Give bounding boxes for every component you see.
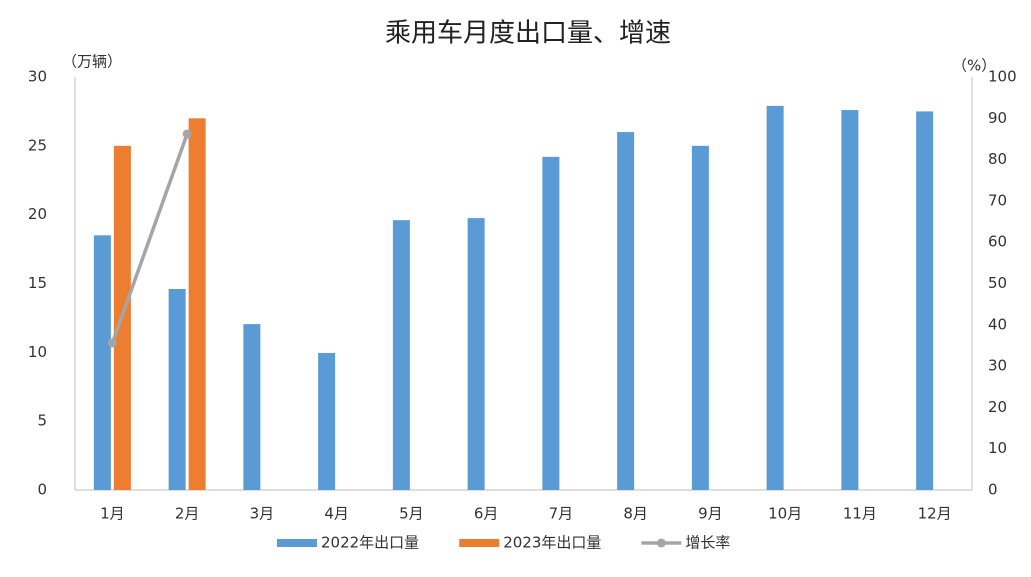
y2-tick-label: 0 [988, 481, 998, 499]
y2-tick-label: 40 [988, 315, 1007, 333]
x-tick-label: 10月 [768, 505, 802, 523]
bar [766, 105, 784, 490]
y-axis-label: （万辆） [62, 53, 122, 71]
y-tick-label: 25 [28, 136, 47, 154]
y2-tick-label: 20 [988, 398, 1007, 416]
bar [691, 145, 709, 491]
legend-label: 2022年出口量 [321, 534, 419, 552]
bar [392, 220, 410, 490]
x-tick-label: 7月 [549, 505, 574, 523]
y2-tick-label: 10 [988, 439, 1007, 457]
y2-tick-label: 90 [988, 109, 1007, 127]
bar [318, 353, 336, 490]
line [110, 133, 189, 344]
y-tick-label: 15 [28, 274, 47, 292]
x-tick-label: 3月 [250, 505, 275, 523]
legend-label: 增长率 [685, 534, 730, 552]
x-tick-label: 8月 [623, 505, 648, 523]
y2-axis-label: （%） [952, 57, 996, 75]
bar [188, 118, 206, 491]
x-tick-label: 1月 [100, 505, 125, 523]
x-tick-label: 12月 [918, 505, 952, 523]
y-tick-label: 10 [28, 343, 47, 361]
legend-swatch [277, 539, 317, 547]
legend-swatch [656, 538, 666, 548]
y2-tick-label: 30 [988, 357, 1007, 375]
x-tick-label: 9月 [698, 505, 723, 523]
y-tick-label: 5 [37, 412, 47, 430]
x-tick-label: 4月 [324, 505, 349, 523]
x-tick-label: 2月 [175, 505, 200, 523]
y2-tick-label: 80 [988, 150, 1007, 168]
line-marker [182, 129, 192, 139]
legend-label: 2023年出口量 [503, 534, 601, 552]
bar [168, 289, 186, 490]
bar [916, 111, 934, 491]
chart-title: 乘用车月度出口量、增速 [385, 19, 671, 49]
bar [467, 218, 485, 490]
bar [542, 156, 560, 490]
legend-swatch [459, 539, 500, 547]
x-tick-label: 6月 [474, 505, 499, 523]
bar [93, 235, 111, 490]
y2-tick-label: 70 [988, 191, 1007, 209]
y-tick-label: 20 [28, 205, 47, 223]
x-tick-label: 11月 [843, 505, 877, 523]
x-tick-label: 5月 [399, 505, 424, 523]
bar [617, 132, 635, 491]
bar [841, 110, 859, 490]
y-tick-label: 0 [37, 481, 47, 499]
y2-tick-label: 60 [988, 233, 1007, 251]
y2-tick-label: 50 [988, 274, 1007, 292]
bar [243, 324, 261, 490]
line-marker [107, 338, 117, 348]
y2-tick-label: 100 [988, 68, 1017, 86]
y-tick-label: 30 [28, 68, 47, 86]
